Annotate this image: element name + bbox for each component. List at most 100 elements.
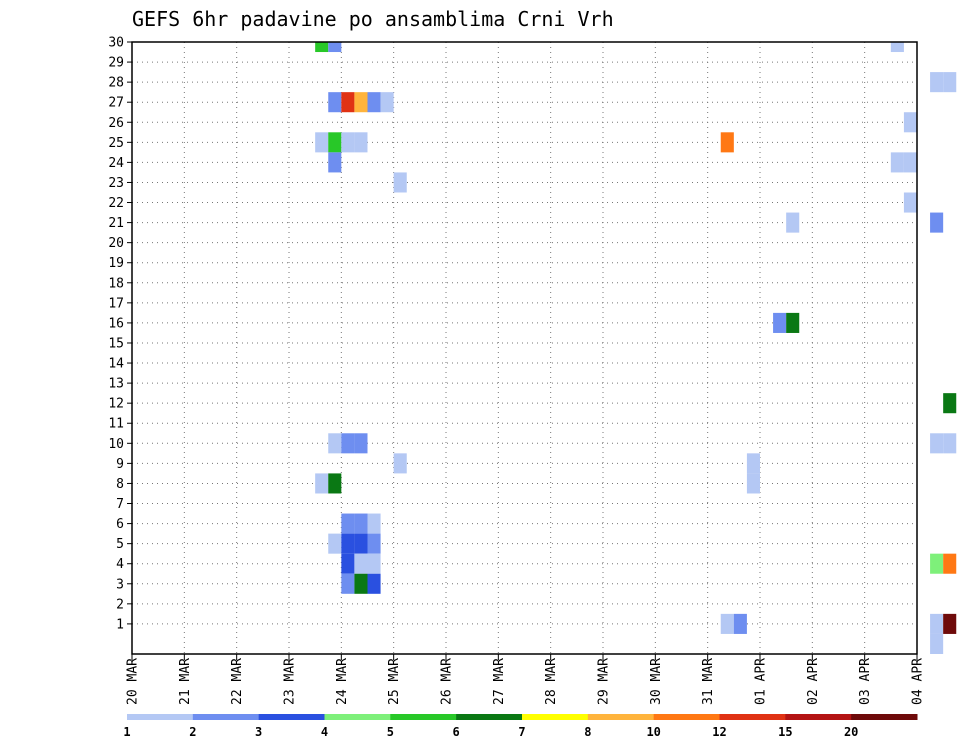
precip-cell <box>328 42 341 52</box>
precip-cell <box>904 192 917 212</box>
plot-frame <box>132 42 917 654</box>
x-tick-label: 25 MAR <box>387 658 402 705</box>
precip-cell <box>354 574 367 594</box>
x-tick-label: 31 MAR <box>701 658 716 705</box>
precip-cell <box>394 172 407 192</box>
precip-cell <box>891 42 904 52</box>
colorbar-segment <box>193 714 259 720</box>
precip-cell <box>368 554 381 574</box>
y-tick-label: 8 <box>116 477 124 492</box>
precip-cell <box>930 634 943 654</box>
precip-cell <box>341 574 354 594</box>
colorbar-label: 12 <box>712 725 726 739</box>
colorbar: 1 2 3 4 5 6 7 8 10 12 15 20 <box>123 714 917 739</box>
x-tick-label: 28 MAR <box>544 658 559 705</box>
y-tick-label: 26 <box>108 116 124 131</box>
precip-cell <box>943 72 956 92</box>
precip-cell <box>930 614 943 634</box>
y-tick-label: 25 <box>108 136 124 151</box>
colorbar-segment <box>390 714 456 720</box>
colorbar-label: 2 <box>189 725 196 739</box>
precip-cell <box>394 453 407 473</box>
precip-cell <box>315 473 328 493</box>
heatmap-cells <box>315 42 960 654</box>
precip-cell <box>328 433 341 453</box>
precip-cell <box>747 473 760 493</box>
colorbar-label: 7 <box>518 725 525 739</box>
x-tick-label: 26 MAR <box>440 658 455 705</box>
precip-cell <box>354 534 367 554</box>
chart-title: GEFS 6hr padavine po ansamblima Crni Vrh <box>132 7 614 31</box>
precip-cell <box>341 433 354 453</box>
colorbar-segment <box>522 714 588 720</box>
colorbar-segment <box>851 714 917 720</box>
precip-cell <box>354 514 367 534</box>
precip-cell <box>368 514 381 534</box>
y-tick-label: 12 <box>108 397 124 412</box>
precip-cell <box>354 554 367 574</box>
precip-cell <box>341 132 354 152</box>
y-tick-label: 5 <box>116 537 124 552</box>
precip-cell <box>368 534 381 554</box>
precip-cell <box>721 132 734 152</box>
x-tick-label: 02 APR <box>806 658 821 705</box>
precip-cell <box>341 514 354 534</box>
x-tick-label: 01 APR <box>754 658 769 705</box>
colorbar-label: 3 <box>255 725 262 739</box>
precip-cell <box>328 92 341 112</box>
x-tick-label: 24 MAR <box>335 658 350 705</box>
colorbar-segment <box>456 714 522 720</box>
y-tick-label: 14 <box>108 357 124 372</box>
colorbar-segment <box>785 714 851 720</box>
precip-cell <box>943 614 956 634</box>
y-tick-label: 22 <box>108 196 124 211</box>
x-tick-label: 20 MAR <box>126 658 141 705</box>
precip-cell <box>943 393 956 413</box>
precip-cell <box>328 534 341 554</box>
y-tick-label: 6 <box>116 517 124 532</box>
precip-cell <box>891 152 904 172</box>
colorbar-label: 20 <box>844 725 858 739</box>
y-tick-label: 30 <box>108 36 124 51</box>
colorbar-label: 10 <box>646 725 660 739</box>
colorbar-label: 5 <box>387 725 394 739</box>
y-tick-label: 29 <box>108 56 124 71</box>
y-tick-label: 7 <box>116 497 124 512</box>
x-tick-label: 23 MAR <box>283 658 298 705</box>
x-tick-label: 27 MAR <box>492 658 507 705</box>
precip-cell <box>904 112 917 132</box>
precip-cell <box>328 132 341 152</box>
y-tick-label: 20 <box>108 236 124 251</box>
y-axis-ticks: 1234567891011121314151617181920212223242… <box>108 36 132 633</box>
colorbar-segment <box>654 714 720 720</box>
precip-cell <box>368 92 381 112</box>
grid-lines <box>132 42 917 654</box>
precip-cell <box>904 152 917 172</box>
precip-cell <box>747 453 760 473</box>
y-tick-label: 13 <box>108 377 124 392</box>
precip-cell <box>930 72 943 92</box>
precip-cell <box>930 213 943 233</box>
y-tick-label: 1 <box>116 617 124 632</box>
precip-cell <box>734 614 747 634</box>
precip-cell <box>786 313 799 333</box>
y-tick-label: 17 <box>108 296 124 311</box>
y-tick-label: 19 <box>108 256 124 271</box>
colorbar-segment <box>325 714 391 720</box>
precip-cell <box>354 92 367 112</box>
precip-cell <box>354 433 367 453</box>
precip-cell <box>328 473 341 493</box>
precip-cell <box>930 433 943 453</box>
colorbar-label: 4 <box>321 725 328 739</box>
y-tick-label: 27 <box>108 96 124 111</box>
precip-cell <box>368 574 381 594</box>
precip-cell <box>354 132 367 152</box>
colorbar-label: 1 <box>123 725 130 739</box>
precip-cell <box>930 554 943 574</box>
y-tick-label: 10 <box>108 437 124 452</box>
precip-cell <box>943 554 956 574</box>
x-tick-label: 22 MAR <box>230 658 245 705</box>
y-tick-label: 23 <box>108 176 124 191</box>
x-tick-label: 30 MAR <box>649 658 664 705</box>
y-tick-label: 21 <box>108 216 124 231</box>
